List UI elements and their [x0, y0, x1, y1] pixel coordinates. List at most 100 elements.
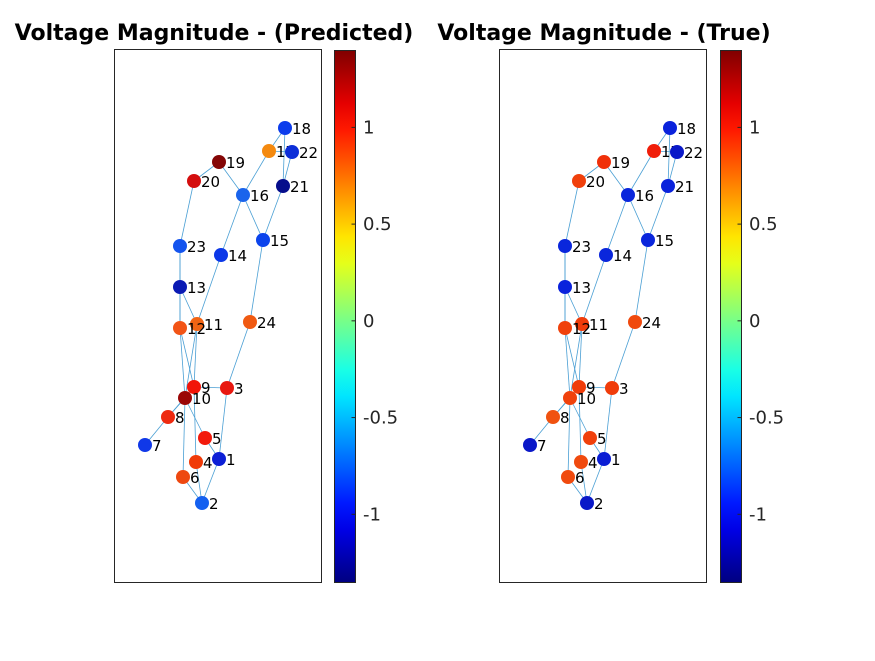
edge-4-9: [578, 386, 582, 463]
node-3: 3: [220, 380, 244, 398]
edge-9-11: [193, 323, 198, 388]
node-15: 15: [256, 232, 289, 250]
node-8: 8: [161, 409, 185, 427]
node-marker: [605, 381, 619, 395]
node-6: 6: [176, 469, 200, 487]
edge-15-24: [634, 239, 649, 323]
node-2: 2: [195, 495, 219, 513]
node-20: 20: [572, 173, 605, 191]
node-1: 1: [212, 451, 236, 469]
colorbar-gradient: [720, 50, 742, 583]
edge-9-12: [564, 327, 580, 388]
node-label: 11: [589, 316, 608, 334]
node-3: 3: [605, 380, 629, 398]
node-label: 3: [619, 380, 629, 398]
node-marker: [220, 381, 234, 395]
node-marker: [138, 438, 152, 452]
node-19: 19: [597, 154, 630, 172]
node-marker: [523, 438, 537, 452]
node-marker: [558, 321, 572, 335]
node-4: 4: [189, 454, 213, 472]
true-title: Voltage Magnitude - (True): [437, 21, 770, 46]
node-marker: [198, 431, 212, 445]
node-marker: [661, 179, 675, 193]
node-label: 12: [572, 320, 591, 338]
node-label: 18: [292, 120, 311, 138]
node-label: 21: [675, 178, 694, 196]
node-label: 2: [594, 495, 604, 513]
node-marker: [178, 391, 192, 405]
node-marker: [580, 496, 594, 510]
node-label: 13: [572, 279, 591, 297]
node-label: 21: [290, 178, 309, 196]
edge-14-16: [605, 194, 629, 256]
node-6: 6: [561, 469, 585, 487]
edge-6-10: [182, 397, 186, 478]
node-marker: [189, 455, 203, 469]
node-marker: [285, 145, 299, 159]
colorbar-tick-label: -1: [363, 504, 381, 525]
colorbar-tick-label: -1: [749, 504, 767, 525]
edge-14-16: [220, 194, 244, 256]
node-19: 19: [212, 154, 245, 172]
node-label: 15: [270, 232, 289, 250]
node-label: 19: [611, 154, 630, 172]
edge-16-17: [627, 150, 655, 196]
edge-5-10: [184, 397, 206, 439]
edge-9-12: [179, 327, 195, 388]
node-22: 22: [670, 144, 703, 162]
node-label: 11: [204, 316, 223, 334]
node-14: 14: [214, 247, 247, 265]
edge-20-23: [564, 180, 580, 247]
node-label: 10: [577, 390, 596, 408]
predicted-colorbar: 1 0.5 0 -0.5 -1: [334, 50, 398, 583]
node-label: 4: [203, 454, 213, 472]
edge-18-21: [667, 127, 671, 187]
colorbar-tick-label: -0.5: [749, 408, 784, 429]
node-marker: [558, 239, 572, 253]
node-11: 11: [190, 316, 223, 334]
node-10: 10: [178, 390, 211, 408]
node-marker: [572, 380, 586, 394]
node-marker: [236, 188, 250, 202]
node-label: 3: [234, 380, 244, 398]
edge-15-21: [262, 185, 284, 241]
node-label: 23: [572, 238, 591, 256]
node-label: 1: [611, 451, 621, 469]
node-label: 5: [597, 430, 607, 448]
node-12: 12: [173, 320, 206, 338]
node-20: 20: [187, 173, 220, 191]
node-23: 23: [558, 238, 591, 256]
node-label: 2: [209, 495, 219, 513]
edge-18-21: [282, 127, 286, 187]
edge-1-2: [586, 458, 605, 504]
node-label: 6: [575, 469, 585, 487]
node-5: 5: [198, 430, 222, 448]
node-label: 7: [152, 437, 162, 455]
node-label: 9: [201, 379, 211, 397]
node-marker: [173, 280, 187, 294]
node-label: 14: [613, 247, 632, 265]
node-marker: [574, 455, 588, 469]
node-21: 21: [276, 178, 309, 196]
edge-11-14: [196, 254, 222, 325]
node-24: 24: [628, 314, 661, 332]
node-label: 18: [677, 120, 696, 138]
node-23: 23: [173, 238, 206, 256]
colorbar-tick-label: 0.5: [749, 214, 778, 235]
node-marker: [628, 315, 642, 329]
colorbar-tick-label: 1: [749, 117, 760, 138]
node-label: 1: [226, 451, 236, 469]
node-2: 2: [580, 495, 604, 513]
colorbar-tick-label: 0: [363, 311, 374, 332]
predicted-axes-box: [114, 49, 322, 583]
node-22: 22: [285, 144, 318, 162]
node-5: 5: [583, 430, 607, 448]
node-12: 12: [558, 320, 591, 338]
node-18: 18: [278, 120, 311, 138]
edge-1-3: [218, 387, 228, 460]
predicted-panel: Voltage Magnitude - (Predicted) 12345678…: [15, 21, 413, 583]
predicted-nodes: 123456789101112131415161718192021222324: [138, 120, 318, 513]
colorbar-tick-label: 1: [363, 117, 374, 138]
node-14: 14: [599, 247, 632, 265]
